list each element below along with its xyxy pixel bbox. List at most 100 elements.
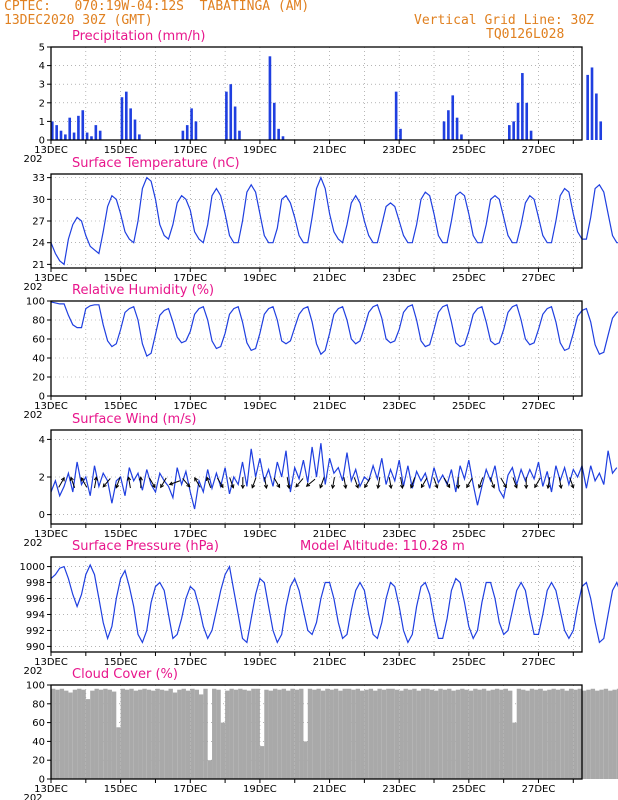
precip-bar xyxy=(599,121,603,140)
panel-title: Cloud Cover (%) xyxy=(72,667,178,682)
precip-bar xyxy=(64,134,67,140)
cloud-bar xyxy=(342,688,347,779)
precip-bar xyxy=(529,130,533,140)
precip-bar xyxy=(190,108,193,140)
y-tick-label: 33 xyxy=(32,173,45,184)
cloud-bar xyxy=(185,690,191,779)
cloud-bar xyxy=(151,690,156,779)
cloud-bar xyxy=(225,690,230,779)
cloud-bar xyxy=(508,690,513,779)
x-tick-label: 25DEC xyxy=(452,401,486,412)
x-tick-label: 23DEC xyxy=(382,529,416,540)
cloud-bar xyxy=(81,689,86,779)
cloud-bar xyxy=(51,688,56,779)
cloud-bar xyxy=(547,689,552,779)
x-tick-label: 25DEC xyxy=(452,145,486,156)
precip-bar xyxy=(133,119,137,140)
panel-frame xyxy=(50,46,583,141)
wind-arrow-head xyxy=(115,484,120,489)
precip-bar xyxy=(185,125,189,140)
wind-arrow-head xyxy=(503,483,507,489)
cloud-bar xyxy=(360,690,365,779)
cloud-bar xyxy=(286,690,291,779)
y-tick-label: 20 xyxy=(32,373,45,384)
cloud-bar xyxy=(377,688,382,779)
cloud-bar xyxy=(246,690,252,779)
cloud-bar xyxy=(164,690,169,779)
y-tick-label: 100 xyxy=(26,681,45,692)
precip-bar xyxy=(233,106,237,140)
cloud-bar xyxy=(525,690,530,779)
precip-bar xyxy=(120,97,124,140)
cloud-bar xyxy=(473,688,478,779)
cloud-bar xyxy=(320,690,326,779)
cloud-bar xyxy=(111,691,117,779)
wind-arrow-head xyxy=(434,484,439,489)
wind-arrow-head xyxy=(69,476,74,482)
x-tick-label: 19DEC xyxy=(243,273,277,284)
x-tick-label: 27DEC xyxy=(522,784,556,795)
wind-arrow xyxy=(433,477,438,488)
x-tick-label: 23DEC xyxy=(382,273,416,284)
cloud-bar xyxy=(255,688,260,779)
precip-bar xyxy=(77,115,80,140)
x-tick-label: 27DEC xyxy=(522,529,556,540)
cloud-bar xyxy=(499,689,504,779)
wind-arrow-head xyxy=(355,484,360,489)
cloud-bar xyxy=(338,690,343,779)
wind-arrow xyxy=(80,477,88,488)
cloud-bar xyxy=(272,688,278,779)
cloud-bar xyxy=(181,688,186,779)
wind-arrow xyxy=(216,477,224,488)
wind-arrow-head xyxy=(570,484,575,489)
x-tick-label: 17DEC xyxy=(173,401,207,412)
cloud-bar xyxy=(529,688,535,779)
wind-arrow xyxy=(410,477,416,488)
x-tick-label: 17DEC xyxy=(173,145,207,156)
precip-bar xyxy=(277,128,280,140)
cloud-bar xyxy=(329,689,334,779)
precip-bar xyxy=(394,91,398,140)
precip-bar xyxy=(81,110,85,140)
cloud-bar xyxy=(534,689,539,779)
cloud-bar xyxy=(455,689,461,779)
cloud-bar xyxy=(325,688,330,779)
precip-bar xyxy=(129,108,132,140)
y-tick-label: 0 xyxy=(39,136,45,147)
panel-frame xyxy=(50,556,583,653)
wind-arrow-head xyxy=(286,484,291,490)
wind-arrow xyxy=(377,477,381,489)
cloud-bar xyxy=(434,690,439,779)
precip-bar xyxy=(508,125,511,140)
cloud-bar xyxy=(212,688,217,779)
cloud-bar xyxy=(599,689,604,779)
wind-arrow xyxy=(194,477,201,488)
cloud-bar xyxy=(155,688,160,779)
wind-arrow-head xyxy=(466,483,471,489)
x-tick-label: 13DEC xyxy=(34,273,68,284)
precip-bar xyxy=(268,56,272,140)
x-year-label: 202 xyxy=(23,666,42,677)
cloud-bar xyxy=(407,689,413,779)
wind-arrow-head xyxy=(93,476,99,481)
y-tick-label: 27 xyxy=(32,217,45,228)
wind-arrow xyxy=(319,477,325,488)
panel-frame xyxy=(50,300,583,397)
header-date: 13DEC2020 30Z (GMT) xyxy=(4,13,153,28)
cloud-bar xyxy=(94,688,99,779)
precip-bar xyxy=(98,130,102,140)
wind-arrow xyxy=(273,477,281,488)
y-tick-label: 100 xyxy=(26,297,45,308)
cloud-bar xyxy=(133,690,139,779)
cloud-bar xyxy=(494,688,500,779)
x-tick-label: 23DEC xyxy=(382,657,416,668)
cloud-bar xyxy=(460,688,465,779)
x-tick-label: 15DEC xyxy=(104,145,138,156)
x-tick-label: 13DEC xyxy=(34,657,68,668)
precip-bar xyxy=(94,125,98,140)
cloud-bar xyxy=(573,689,578,779)
cloud-bar xyxy=(464,689,469,779)
cloud-bar xyxy=(268,690,273,779)
cloud-bar xyxy=(146,689,152,779)
cloud-bar xyxy=(616,688,618,779)
